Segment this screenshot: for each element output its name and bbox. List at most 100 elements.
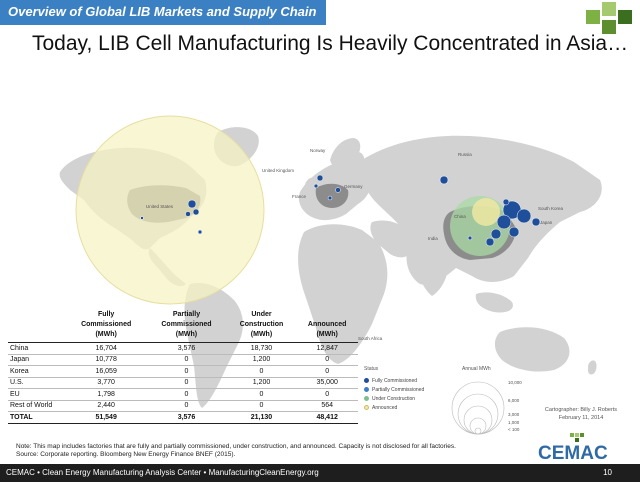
- world-map: Norway United Kingdom Germany France Rus…: [59, 115, 602, 408]
- size-circle-1000: [469, 417, 487, 435]
- factory-marker: [192, 208, 200, 216]
- table-cell: 10,778: [66, 354, 147, 366]
- table-cell-region: China: [8, 342, 66, 355]
- table-cell: 0: [146, 400, 227, 412]
- table-cell: 0: [146, 388, 227, 401]
- footnote-note: Note: This map includes factories that a…: [16, 443, 456, 450]
- table-cell: 0: [296, 388, 358, 401]
- table-cell: 1,200: [226, 377, 297, 389]
- table-header-announced: Announced (MWh): [296, 310, 358, 343]
- size-label-3000: 3,000: [508, 412, 520, 417]
- size-legend: 10,000 6,000 3,000 1,000 < 100: [451, 380, 522, 435]
- legend-label: Partially Commissioned: [372, 386, 425, 393]
- legend-dot-fully: [364, 378, 369, 383]
- table-header-under-construction: Under Construction (MWh): [226, 310, 297, 343]
- table-cell: 48,412: [296, 411, 358, 424]
- table-cell: 51,549: [66, 411, 147, 424]
- factory-marker: [516, 208, 532, 224]
- legend-item-partially: Partially Commissioned: [364, 386, 424, 393]
- table-row: EU 1,798 0 0 0: [8, 388, 358, 401]
- table-cell: 564: [296, 400, 358, 412]
- table-cell-region: TOTAL: [8, 411, 66, 424]
- map-label-south-korea: South Korea: [538, 206, 564, 211]
- legend-label: Under Construction: [372, 395, 416, 402]
- table-cell: 0: [226, 400, 297, 412]
- factory-marker: [197, 229, 203, 235]
- table-row: U.S. 3,770 0 1,200 35,000: [8, 377, 358, 389]
- table-header-fully: Fully Commissioned (MWh): [66, 310, 147, 343]
- cemac-logo-mark: [570, 433, 584, 442]
- china-announced-circle: [472, 198, 500, 226]
- legend-item-fully: Fully Commissioned: [364, 377, 417, 384]
- table-cell: 0: [146, 365, 227, 378]
- table-cell-region: Korea: [8, 365, 66, 378]
- table-row: Rest of World 2,440 0 0 564: [8, 400, 358, 412]
- legend-item-announced: Announced: [364, 404, 397, 411]
- factory-marker: [316, 174, 324, 182]
- table-cell: 16,059: [66, 365, 147, 378]
- map-label-norway: Norway: [310, 148, 326, 153]
- credit-cartographer: Cartographer: Billy J. Roberts: [544, 407, 618, 413]
- legend-dot-under-construction: [364, 396, 369, 401]
- size-label-6000: 6,000: [508, 398, 520, 403]
- size-circle-10000: [451, 381, 505, 435]
- table-cell: 2,440: [66, 400, 147, 412]
- map-label-japan: Japan: [540, 220, 553, 225]
- factory-marker: [502, 198, 510, 206]
- size-circle-3000: [463, 405, 493, 435]
- factory-marker: [187, 199, 197, 209]
- table-cell: 35,000: [296, 377, 358, 389]
- legend-size-title: Annual MWh: [462, 366, 491, 372]
- footnote-source: Source: Corporate reporting. Bloomberg N…: [16, 451, 236, 458]
- table-cell-region: EU: [8, 388, 66, 401]
- factory-marker: [496, 214, 512, 230]
- size-label-100: < 100: [508, 427, 520, 432]
- factory-marker: [485, 237, 495, 247]
- table-cell: 18,730: [226, 342, 297, 355]
- map-credit: Cartographer: Billy J. Roberts February …: [536, 406, 626, 422]
- map-label-china: China: [454, 214, 466, 219]
- map-label-india: India: [428, 236, 438, 241]
- slide-title: Today, LIB Cell Manufacturing Is Heavily…: [32, 32, 629, 55]
- size-circle-100: [474, 427, 482, 435]
- cemac-logo-text: CEMAC: [538, 443, 608, 462]
- factory-marker: [531, 217, 541, 227]
- factory-marker: [313, 183, 319, 189]
- table-header-row: Fully Commissioned (MWh) Partially Commissi…: [8, 310, 358, 343]
- table-cell: 0: [296, 354, 358, 366]
- factory-marker: [439, 175, 449, 185]
- table-row: China 16,704 3,576 18,730 12,847: [8, 342, 358, 355]
- footer-bar: CEMAC • Clean Energy Manufacturing Analy…: [0, 464, 640, 482]
- credit-date: February 11, 2014: [558, 415, 604, 421]
- size-label-10000: 10,000: [508, 380, 522, 385]
- factory-marker: [508, 226, 520, 238]
- corner-square-4: [618, 10, 632, 24]
- section-header-bar: Overview of Global LIB Markets and Suppl…: [0, 0, 326, 25]
- factory-marker: [467, 235, 473, 241]
- table-cell: 16,704: [66, 342, 147, 355]
- legend-label: Fully Commissioned: [372, 377, 418, 384]
- footer-text: CEMAC • Clean Energy Manufacturing Analy…: [6, 468, 319, 477]
- us-capacity-circle: [75, 115, 265, 305]
- table-cell: 1,200: [226, 354, 297, 366]
- corner-squares-logo: [586, 2, 632, 34]
- table-cell: 0: [226, 388, 297, 401]
- land-scandinavia: [330, 138, 361, 170]
- table-cell-region: Rest of World: [8, 400, 66, 412]
- legend-label: Announced: [372, 404, 398, 411]
- table-cell: 0: [146, 354, 227, 366]
- factory-marker: [490, 228, 502, 240]
- map-label-germany: Germany: [344, 184, 363, 189]
- table-cell: 21,130: [226, 411, 297, 424]
- page-number: 10: [603, 468, 612, 477]
- land-southeast-asia: [475, 292, 513, 313]
- factory-markers: [140, 174, 541, 247]
- table-header-partially: Partially Commissioned (MWh): [146, 310, 227, 343]
- table-cell: 12,847: [296, 342, 358, 355]
- factory-marker: [335, 187, 341, 193]
- corner-square-1: [586, 10, 600, 24]
- table-cell-region: Japan: [8, 354, 66, 366]
- legend-status-title: Status: [364, 366, 379, 372]
- land-new-zealand: [588, 360, 597, 375]
- legend-dot-announced: [364, 405, 369, 410]
